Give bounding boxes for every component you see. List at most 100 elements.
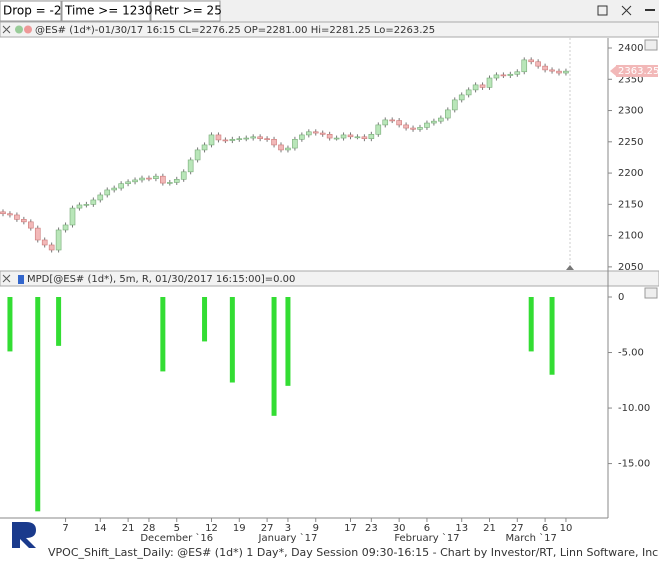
candle-body [472,84,479,91]
candle-body [299,134,305,140]
y-tick-label: -15.00 [618,459,650,470]
candle-body [201,144,208,151]
bar [528,296,534,352]
candle-body [368,134,375,139]
candle-body [264,138,270,140]
candle-body [521,59,528,73]
scale-button[interactable] [644,287,658,299]
x-tick-label: 6 [424,523,430,534]
pane-header [0,21,659,38]
candle-body [125,181,131,185]
cursor-marker [566,265,574,270]
candle-body [250,136,256,139]
y-tick-label: 2050 [618,262,643,273]
candle-body [354,136,361,139]
candle-body [486,77,493,88]
x-tick-label: 7 [62,523,68,534]
x-tick-label: 12 [205,523,218,534]
x-tick-label: 21 [122,523,135,534]
bar [35,296,41,512]
x-group-label: December `16 [140,532,213,544]
x-tick-label: 5 [174,523,180,534]
toolbar-button[interactable] [61,0,151,22]
icon [18,275,24,284]
candle-body [167,182,173,184]
candle-body [69,207,76,226]
pane-title: MPD[@ES# (1d*), 5m, R, 01/30/2017 16:15:… [27,274,295,285]
toolbar-button[interactable] [150,0,221,22]
candle-body [27,221,34,229]
icon [15,25,23,34]
candle-body [410,127,416,130]
candle-body [375,124,382,135]
candle-body [319,132,326,135]
candle-body [55,229,62,251]
candle-body [34,227,41,241]
candle-body [7,213,13,216]
candle-body [229,139,236,141]
candle-body [62,224,69,231]
bar [549,296,555,375]
x-tick-label: 9 [313,523,319,534]
toolbar-button[interactable] [0,0,62,22]
toolbar-label: Time >= 1230 [64,4,153,18]
candle-body [382,119,389,126]
x-group-label: February `17 [394,532,459,544]
footer [0,540,659,562]
last-price-marker [610,65,616,76]
last-price-box [616,64,658,77]
candle-body [14,214,20,220]
candle-body [153,175,159,180]
x-tick-label: 27 [261,523,274,534]
candle-body [438,117,444,122]
restore-button[interactable] [597,5,608,16]
candle-body [500,74,507,77]
candle-body [514,71,521,75]
pane-close[interactable] [2,25,11,283]
candle-body [236,138,243,140]
x-tick-label: 13 [455,523,468,534]
bar [160,296,166,372]
candle-body [493,74,500,79]
scale-button[interactable] [644,39,658,51]
x-tick-label: 23 [365,523,378,534]
candle-body [305,131,312,136]
candle-body [90,199,97,205]
candle-body [465,89,472,96]
candle-body [347,134,354,138]
toolbar-label: Retr >= 25 [154,4,222,18]
x-tick-label: 21 [483,523,496,534]
x-tick-label: 27 [511,523,524,534]
y-tick-label: 2250 [618,137,643,148]
candle-body [431,120,437,124]
candle-body [118,183,124,189]
candle-body [444,109,451,119]
last-price-label: 2363.25 [618,66,659,77]
candle-body [132,179,138,183]
x-tick-label: 28 [143,523,156,534]
candle-body [396,120,402,126]
candle-body [41,239,48,246]
toolbar-label: Drop = -2 [3,4,62,18]
candle-body [187,159,194,173]
candle-body [542,65,548,71]
candle-body [243,137,250,140]
candle-body [208,134,215,146]
candle-body [104,189,111,196]
pane-header [0,270,659,287]
y-tick-label: 2300 [618,106,643,117]
y-tick-label: 2200 [618,168,643,179]
candle-body [48,244,55,251]
candle-body [403,124,409,129]
x-tick-label: 19 [233,523,246,534]
candle-body [160,175,166,184]
x-tick-label: 3 [285,523,291,534]
candle-body [458,94,465,101]
candle-body [479,84,486,88]
logo [12,522,36,548]
candle-body [563,70,569,74]
candle-body [215,134,222,141]
bar [229,296,235,383]
y-tick-label: -5.00 [618,348,644,359]
close-button[interactable] [621,5,632,16]
